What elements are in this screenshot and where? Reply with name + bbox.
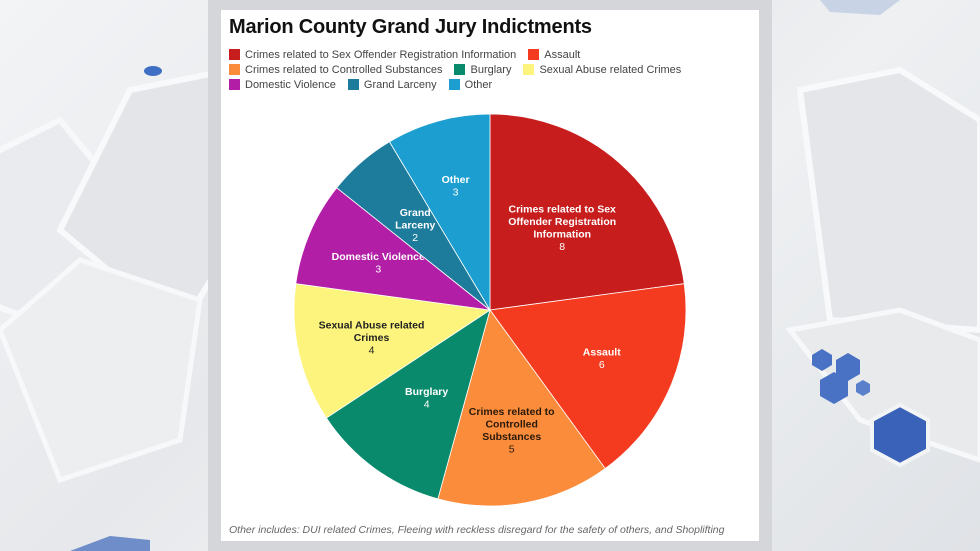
pie-slice-label: Crimes related to Controlled Substances 5: [469, 406, 555, 456]
legend-label: Assault: [544, 48, 581, 61]
legend-item-controlled-substances[interactable]: Crimes related to Controlled Substances: [229, 64, 442, 76]
legend-swatch: [523, 64, 535, 75]
pie-slice-label: Sexual Abuse related Crimes 4: [319, 320, 425, 357]
legend-item-sex-offender-registration[interactable]: Crimes related to Sex Offender Registrat…: [229, 49, 516, 61]
pie-slice[interactable]: [437, 309, 606, 507]
legend-swatch: [448, 79, 460, 90]
pie-slice-label: Other 3: [442, 174, 470, 199]
chart-legend: Crimes related to Sex Offender Registrat…: [229, 47, 749, 92]
pie-chart-svg: Crimes related to Sex Offender Registrati…: [293, 113, 687, 507]
legend-item-other[interactable]: Other: [448, 78, 493, 91]
chart-title: Marion County Grand Jury Indictments: [229, 16, 592, 38]
legend-label: Sexual Abuse related Crimes: [539, 63, 682, 76]
chart-panel: Marion County Grand Jury Indictments Cri…: [221, 10, 759, 541]
legend-item-domestic-violence[interactable]: Domestic Violence: [229, 79, 336, 91]
legend-item-sexual-abuse[interactable]: Sexual Abuse related Crimes: [523, 64, 681, 76]
pie-slice[interactable]: [295, 187, 492, 311]
pie-slice[interactable]: [489, 283, 687, 470]
legend-label: Crimes related to Sex Offender Registrat…: [245, 48, 517, 61]
legend-swatch: [347, 79, 359, 90]
legend-swatch: [229, 79, 240, 90]
legend-swatch: [528, 49, 540, 60]
pie-slice[interactable]: [293, 283, 492, 419]
pie-slice[interactable]: [489, 113, 685, 311]
legend-label: Crimes related to Controlled Substances: [245, 63, 443, 76]
pie-slice-label: Burglary 4: [405, 386, 448, 411]
pie-slice[interactable]: [388, 113, 491, 312]
legend-label: Burglary: [470, 63, 512, 76]
pie-slice-label: Assault 6: [583, 347, 621, 372]
chart-footnote: Other includes: DUI related Crimes, Flee…: [229, 524, 725, 536]
legend-label: Grand Larceny: [363, 78, 437, 91]
legend-row: Crimes related to Controlled Substances …: [229, 62, 749, 77]
pie-slice-label: Crimes related to Sex Offender Registrati…: [508, 204, 616, 254]
pie-slice-label: Domestic Violence 3: [332, 251, 425, 276]
legend-row: Domestic Violence Grand Larceny Other: [229, 77, 749, 92]
pie-slice-label: Grand Larceny 2: [395, 207, 435, 244]
legend-item-burglary[interactable]: Burglary: [454, 64, 511, 76]
legend-row: Crimes related to Sex Offender Registrat…: [229, 47, 749, 62]
pie-chart: Crimes related to Sex Offender Registrati…: [221, 10, 759, 541]
legend-item-assault[interactable]: Assault: [528, 49, 580, 61]
legend-swatch: [454, 64, 466, 75]
pie-slice[interactable]: [325, 309, 491, 500]
legend-swatch: [229, 64, 240, 75]
legend-swatch: [229, 49, 240, 60]
legend-item-grand-larceny[interactable]: Grand Larceny: [347, 78, 437, 91]
legend-label: Domestic Violence: [245, 78, 336, 91]
legend-label: Other: [464, 78, 493, 91]
